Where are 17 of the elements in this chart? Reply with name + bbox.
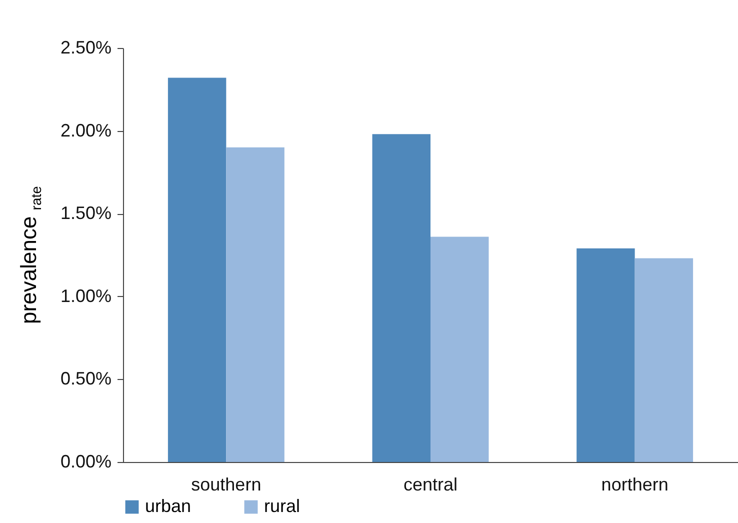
y-tick-label: 0.50% — [60, 368, 112, 389]
x-tick-label: southern — [191, 474, 262, 494]
y-tick-label: 1.00% — [60, 286, 112, 306]
y-tick-label: 0.00% — [60, 452, 112, 472]
bar — [430, 236, 489, 462]
y-tick-label: 2.50% — [60, 38, 112, 58]
bar — [634, 258, 694, 462]
legend-label: rural — [264, 496, 300, 516]
bar — [226, 147, 284, 462]
x-tick-label: northern — [601, 474, 668, 494]
bar — [576, 248, 635, 462]
bar — [168, 78, 226, 462]
y-tick-label: 2.00% — [60, 120, 112, 140]
y-tick-label: 1.50% — [60, 203, 112, 224]
bar — [372, 134, 430, 462]
x-tick-label: central — [403, 474, 458, 494]
legend-label: urban — [145, 496, 192, 516]
